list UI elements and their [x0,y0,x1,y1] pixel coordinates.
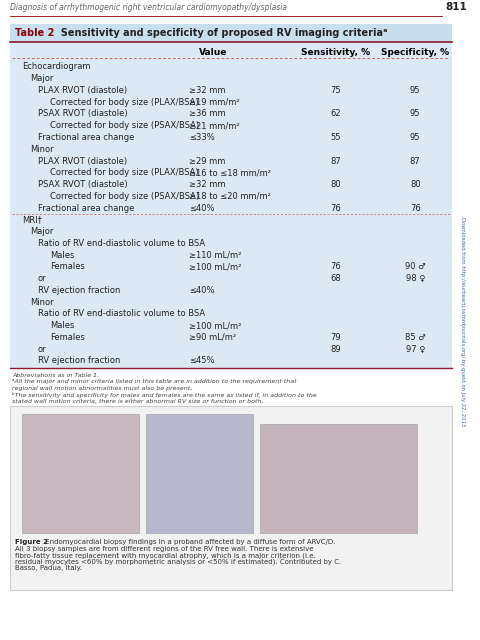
Text: 811: 811 [445,3,467,12]
Text: Females: Females [49,333,84,342]
Text: 95: 95 [410,133,420,142]
Text: residual myocytes <60% by morphometric analysis or <50% if estimated). Contribut: residual myocytes <60% by morphometric a… [15,559,341,565]
Text: Endomyocardial biopsy findings in a proband affected by a diffuse form of ARVC/D: Endomyocardial biopsy findings in a prob… [43,540,335,545]
Text: 90 ♂: 90 ♂ [405,262,425,271]
Text: ≥100 mL/m²: ≥100 mL/m² [189,321,241,330]
Text: 85 ♂: 85 ♂ [405,333,426,342]
Text: regional wall motion abnormalities must also be present.: regional wall motion abnormalities must … [12,386,192,391]
Text: Echocardiogram: Echocardiogram [22,63,90,72]
Text: 75: 75 [330,86,341,95]
Text: or: or [38,345,47,354]
Text: Fractional area change: Fractional area change [38,133,134,142]
Text: Ratio of RV end-diastolic volume to BSA: Ratio of RV end-diastolic volume to BSA [38,309,205,318]
Text: PLAX RVOT (diastole): PLAX RVOT (diastole) [38,86,127,95]
Text: stated wall motion criteria, there is either abnormal RV size or function or bot: stated wall motion criteria, there is ei… [12,399,264,404]
Text: RV ejection fraction: RV ejection fraction [38,356,120,365]
Text: 95: 95 [410,86,420,95]
Text: or: or [38,274,47,283]
Text: ≥18 to ≤20 mm/m²: ≥18 to ≤20 mm/m² [189,192,271,201]
Text: 76: 76 [330,204,341,212]
Text: MRI†: MRI† [22,215,42,224]
Text: PSAX RVOT (diastole): PSAX RVOT (diastole) [38,180,127,189]
Text: 55: 55 [330,133,341,142]
Text: 79: 79 [330,333,341,342]
Text: Value: Value [199,47,228,56]
Text: ≥110 mL/m²: ≥110 mL/m² [189,251,241,260]
Text: Abbreviations as in Table 1.: Abbreviations as in Table 1. [12,373,99,378]
Text: ≥36 mm: ≥36 mm [189,109,225,118]
Text: PLAX RVOT (diastole): PLAX RVOT (diastole) [38,157,127,166]
Text: Major: Major [30,74,53,83]
Text: 68: 68 [330,274,341,283]
FancyBboxPatch shape [10,24,452,42]
Text: 76: 76 [410,204,420,212]
FancyBboxPatch shape [260,424,417,533]
Text: Corrected for body size (PSAX/BSA): Corrected for body size (PSAX/BSA) [49,192,199,201]
Text: Downloaded from http://eurheartj.oxfordjournals.org/ by guest on July 22, 2013: Downloaded from http://eurheartj.oxfordj… [460,216,466,426]
Text: RV ejection fraction: RV ejection fraction [38,286,120,295]
Text: Table 2: Table 2 [15,28,54,38]
FancyBboxPatch shape [22,414,139,533]
Text: ≥29 mm: ≥29 mm [189,157,225,166]
Text: 76: 76 [330,262,341,271]
Text: ᵃAll the major and minor criteria listed in this table are in addition to the re: ᵃAll the major and minor criteria listed… [12,380,297,385]
Text: fibro-fatty tissue replacement with myocardial atrophy, which is a major criteri: fibro-fatty tissue replacement with myoc… [15,552,316,559]
Text: Corrected for body size (PSAX/BSA): Corrected for body size (PSAX/BSA) [49,121,199,131]
Text: 89: 89 [330,345,341,354]
Text: Corrected for body size (PLAX/BSA): Corrected for body size (PLAX/BSA) [49,98,198,107]
Text: Specificity, %: Specificity, % [381,47,449,56]
Text: 97 ♀: 97 ♀ [406,345,425,354]
Text: ≥21 mm/m²: ≥21 mm/m² [189,121,240,131]
Text: Basso, Padua, Italy.: Basso, Padua, Italy. [15,565,82,572]
Text: Figure 2: Figure 2 [15,540,48,545]
Text: Ratio of RV end-diastolic volume to BSA: Ratio of RV end-diastolic volume to BSA [38,239,205,248]
Text: Males: Males [49,251,74,260]
Text: ≥16 to ≤18 mm/m²: ≥16 to ≤18 mm/m² [189,168,271,177]
Text: ≤40%: ≤40% [189,286,214,295]
FancyBboxPatch shape [10,406,452,590]
Text: ≥32 mm: ≥32 mm [189,86,225,95]
Text: ≥32 mm: ≥32 mm [189,180,225,189]
Text: 95: 95 [410,109,420,118]
Text: Sensitivity, %: Sensitivity, % [301,47,370,56]
Text: ≥100 mL/m²: ≥100 mL/m² [189,262,241,271]
FancyBboxPatch shape [10,24,452,368]
Text: Males: Males [49,321,74,330]
FancyBboxPatch shape [146,414,253,533]
Text: 87: 87 [330,157,341,166]
Text: ≤33%: ≤33% [189,133,215,142]
Text: 80: 80 [410,180,420,189]
Text: ≥90 mL/m²: ≥90 mL/m² [189,333,236,342]
Text: ᵇThe sensitivity and specificity for males and females are the same as listed if: ᵇThe sensitivity and specificity for mal… [12,392,317,398]
Text: 87: 87 [410,157,420,166]
Text: Sensitivity and specificity of proposed RV imaging criteriaᵃ: Sensitivity and specificity of proposed … [54,28,387,38]
Text: ≥19 mm/m²: ≥19 mm/m² [189,98,240,107]
Text: Diagnosis of arrhythmogenic right ventricular cardiomyopathy/dysplasia: Diagnosis of arrhythmogenic right ventri… [10,3,287,12]
Text: Females: Females [49,262,84,271]
Text: ≤40%: ≤40% [189,204,214,212]
Text: ≤45%: ≤45% [189,356,214,365]
Text: Corrected for body size (PLAX/BSA): Corrected for body size (PLAX/BSA) [49,168,198,177]
Text: 62: 62 [330,109,341,118]
Text: Major: Major [30,227,53,236]
Text: All 3 biopsy samples are from different regions of the RV free wall. There is ex: All 3 biopsy samples are from different … [15,546,313,552]
Text: Fractional area change: Fractional area change [38,204,134,212]
Text: 98 ♀: 98 ♀ [406,274,425,283]
Text: 80: 80 [330,180,341,189]
Text: Minor: Minor [30,145,53,154]
Text: PSAX RVOT (diastole): PSAX RVOT (diastole) [38,109,127,118]
Text: Minor: Minor [30,298,53,307]
